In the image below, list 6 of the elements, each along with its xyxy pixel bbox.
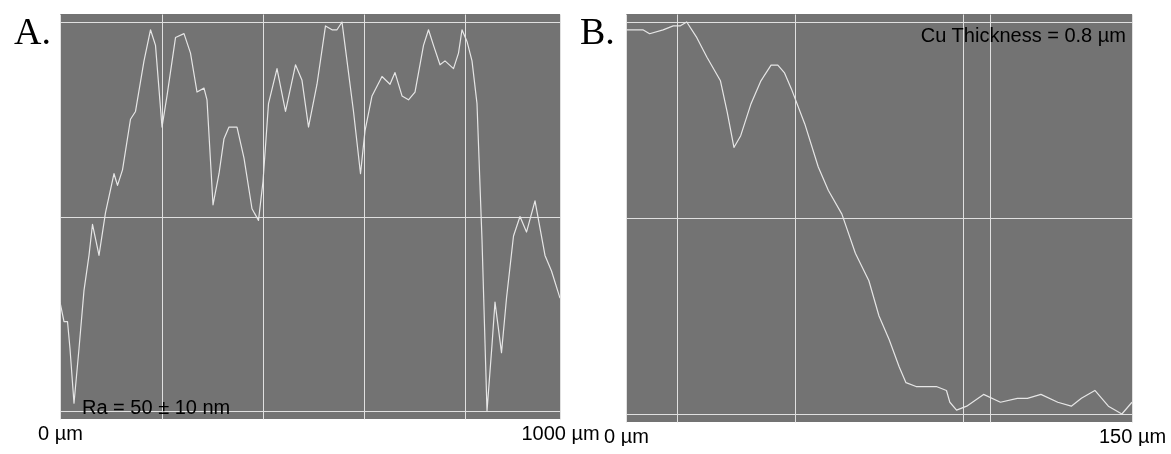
- x-tick-label: 1000 µm: [521, 421, 600, 444]
- chart-title: B.: [580, 10, 615, 52]
- x-tick-label: 0 µm: [604, 424, 649, 447]
- chart-title: A.: [14, 10, 51, 52]
- x-tick-label: 0 µm: [38, 421, 83, 444]
- x-tick-label: 150 µm: [1098, 424, 1167, 447]
